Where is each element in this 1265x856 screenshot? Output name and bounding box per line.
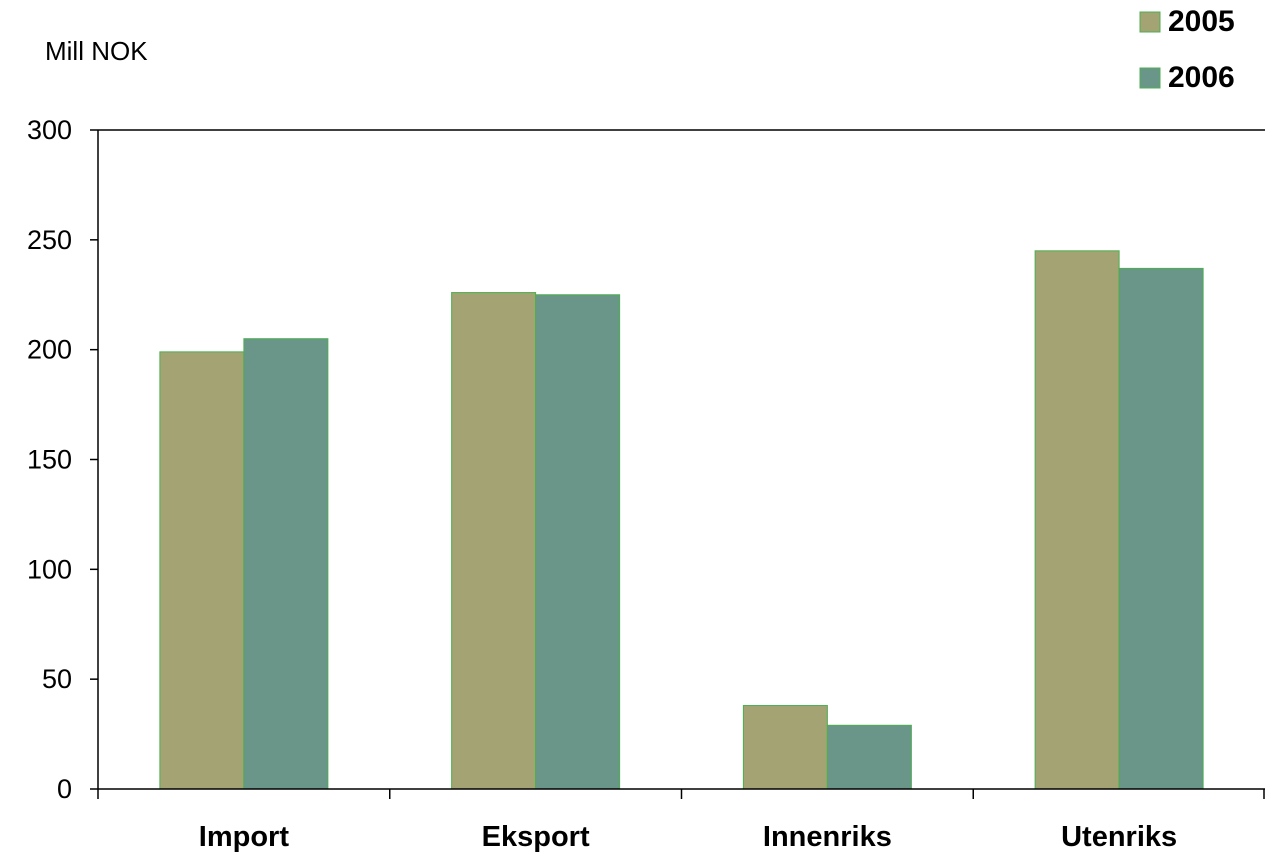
bar-innenriks-2006 <box>826 724 912 790</box>
y-tick-label: 50 <box>42 664 72 694</box>
y-tick-label: 250 <box>27 225 72 255</box>
bar-eksport-2005 <box>451 292 537 790</box>
x-axis-ticks: Import Eksport Innenriks Utenriks <box>97 789 1265 853</box>
legend-swatch-2006 <box>1139 67 1161 89</box>
y-axis-label: Mill NOK <box>45 36 148 66</box>
legend: 2005 2006 <box>1139 5 1235 94</box>
bar-utenriks-2005 <box>1034 250 1120 790</box>
legend-label-2006: 2006 <box>1168 61 1235 94</box>
bar-innenriks-2005 <box>742 705 828 790</box>
bar-import-2006 <box>243 338 329 790</box>
y-tick-label: 300 <box>27 115 72 145</box>
legend-label-2005: 2005 <box>1168 5 1235 38</box>
legend-swatch-2005 <box>1139 11 1161 33</box>
y-tick-label: 150 <box>27 445 72 475</box>
x-tick-label: Import <box>199 821 290 853</box>
bar-eksport-2006 <box>535 294 621 790</box>
bar-import-2005 <box>159 351 245 790</box>
x-tick-label: Innenriks <box>763 821 892 853</box>
y-tick-label: 200 <box>27 335 72 365</box>
x-tick-label: Eksport <box>482 821 590 853</box>
bars <box>159 250 1204 790</box>
y-tick-label: 0 <box>57 774 72 804</box>
x-tick-label: Utenriks <box>1061 821 1177 853</box>
bar-utenriks-2006 <box>1118 267 1204 790</box>
y-axis-ticks: 0 50 100 150 200 250 300 <box>27 115 98 804</box>
y-tick-label: 100 <box>27 554 72 584</box>
